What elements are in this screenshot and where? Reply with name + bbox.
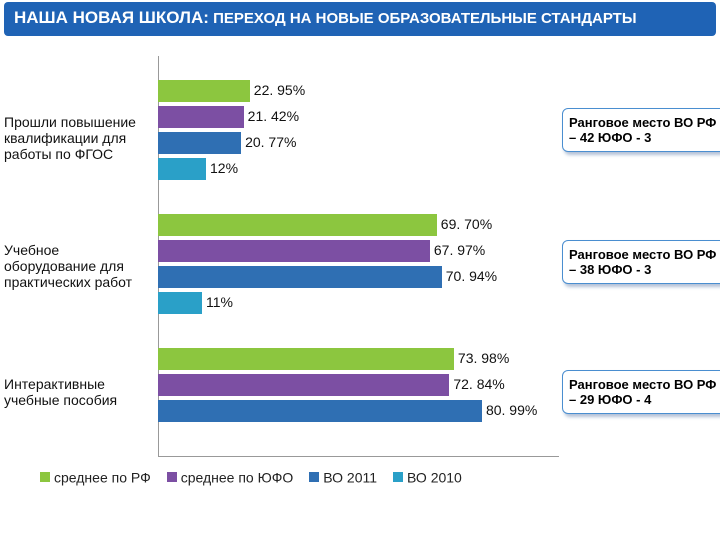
legend-swatch: [40, 472, 50, 482]
category-label: Интерактивные учебные пособия: [4, 376, 154, 408]
legend: среднее по РФ среднее по ЮФО ВО 2011 ВО 201…: [40, 468, 590, 485]
bar-value-label: 11%: [206, 294, 233, 310]
rank-badge: Ранговое место ВО РФ – 29 ЮФО - 4: [562, 370, 720, 414]
bar-rf: [158, 80, 250, 102]
bar-value-label: 72. 84%: [453, 376, 504, 392]
bar-value-label: 22. 95%: [254, 82, 305, 98]
page-header: НАША НОВАЯ ШКОЛА: ПЕРЕХОД НА НОВЫЕ ОБРАЗ…: [4, 2, 716, 36]
category-label: Прошли повышение квалификации для работы…: [4, 114, 154, 162]
bar-ufo: [158, 240, 430, 262]
legend-swatch: [393, 472, 403, 482]
bar-ufo: [158, 106, 244, 128]
header-rest: ПЕРЕХОД НА НОВЫЕ ОБРАЗОВАТЕЛЬНЫЕ СТАНДАР…: [209, 10, 637, 27]
bar-value-label: 21. 42%: [248, 108, 299, 124]
rank-badge: Ранговое место ВО РФ – 42 ЮФО - 3: [562, 108, 720, 152]
bar-rf: [158, 348, 454, 370]
bar-vo2010: [158, 292, 202, 314]
bar-value-label: 80. 99%: [486, 402, 537, 418]
bar-vo2010: [158, 158, 206, 180]
legend-label: среднее по ЮФО: [181, 469, 294, 485]
chart-area: Прошли повышение квалификации для работы…: [0, 36, 720, 526]
bar-vo2011: [158, 132, 241, 154]
legend-swatch: [167, 472, 177, 482]
bar-value-label: 12%: [210, 160, 238, 176]
bar-vo2011: [158, 400, 482, 422]
bar-value-label: 73. 98%: [458, 350, 509, 366]
bar-vo2011: [158, 266, 442, 288]
rank-badge: Ранговое место ВО РФ – 38 ЮФО - 3: [562, 240, 720, 284]
bar-value-label: 20. 77%: [245, 134, 296, 150]
category-label: Учебное оборудование для практических ра…: [4, 242, 154, 290]
header-bold: НАША НОВАЯ ШКОЛА:: [14, 8, 209, 27]
bar-value-label: 67. 97%: [434, 242, 485, 258]
bar-rf: [158, 214, 437, 236]
legend-label: среднее по РФ: [54, 469, 151, 485]
bar-value-label: 70. 94%: [446, 268, 497, 284]
legend-label: ВО 2011: [323, 469, 377, 485]
bar-value-label: 69. 70%: [441, 216, 492, 232]
legend-label: ВО 2010: [407, 469, 462, 485]
bar-ufo: [158, 374, 449, 396]
legend-swatch: [309, 472, 319, 482]
